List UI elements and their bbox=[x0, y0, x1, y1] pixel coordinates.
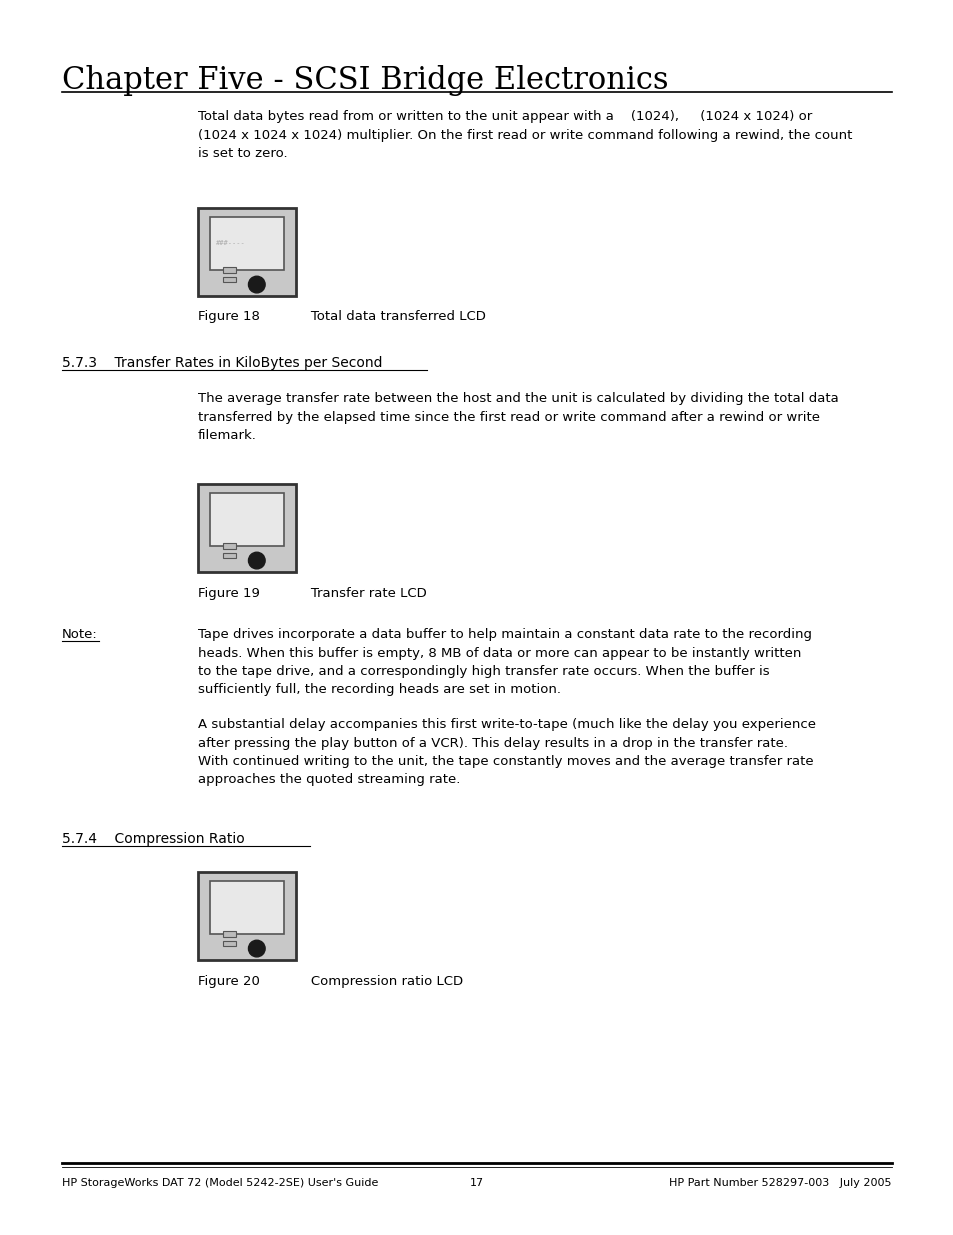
Bar bbox=[223, 941, 236, 946]
Bar bbox=[198, 484, 295, 572]
Circle shape bbox=[248, 277, 265, 293]
Bar bbox=[223, 931, 236, 937]
Text: Chapter Five - SCSI Bridge Electronics: Chapter Five - SCSI Bridge Electronics bbox=[62, 65, 668, 96]
Bar bbox=[198, 872, 295, 960]
Circle shape bbox=[248, 940, 265, 957]
Text: 17: 17 bbox=[470, 1178, 483, 1188]
Bar bbox=[210, 881, 284, 934]
Bar bbox=[198, 207, 295, 296]
Bar bbox=[223, 543, 236, 550]
Text: Tape drives incorporate a data buffer to help maintain a constant data rate to t: Tape drives incorporate a data buffer to… bbox=[198, 629, 811, 697]
Text: HP StorageWorks DAT 72 (Model 5242-2SE) User's Guide: HP StorageWorks DAT 72 (Model 5242-2SE) … bbox=[62, 1178, 378, 1188]
Text: The average transfer rate between the host and the unit is calculated by dividin: The average transfer rate between the ho… bbox=[198, 391, 838, 442]
Text: HP Part Number 528297-003   July 2005: HP Part Number 528297-003 July 2005 bbox=[669, 1178, 891, 1188]
Bar bbox=[210, 217, 284, 269]
Bar bbox=[223, 268, 236, 273]
Text: Note:: Note: bbox=[62, 629, 97, 641]
Bar bbox=[223, 277, 236, 283]
Text: 5.7.4    Compression Ratio: 5.7.4 Compression Ratio bbox=[62, 832, 245, 846]
Text: Figure 18            Total data transferred LCD: Figure 18 Total data transferred LCD bbox=[198, 310, 485, 324]
Text: Total data bytes read from or written to the unit appear with a    (1024),     (: Total data bytes read from or written to… bbox=[198, 110, 851, 161]
Text: A substantial delay accompanies this first write-to-tape (much like the delay yo: A substantial delay accompanies this fir… bbox=[198, 718, 815, 787]
Text: 5.7.3    Transfer Rates in KiloBytes per Second: 5.7.3 Transfer Rates in KiloBytes per Se… bbox=[62, 356, 382, 370]
Circle shape bbox=[248, 552, 265, 569]
Text: ###----: ###---- bbox=[215, 240, 245, 246]
Bar bbox=[210, 493, 284, 546]
Text: Figure 20            Compression ratio LCD: Figure 20 Compression ratio LCD bbox=[198, 974, 462, 988]
Text: Figure 19            Transfer rate LCD: Figure 19 Transfer rate LCD bbox=[198, 587, 426, 600]
Bar bbox=[223, 552, 236, 558]
